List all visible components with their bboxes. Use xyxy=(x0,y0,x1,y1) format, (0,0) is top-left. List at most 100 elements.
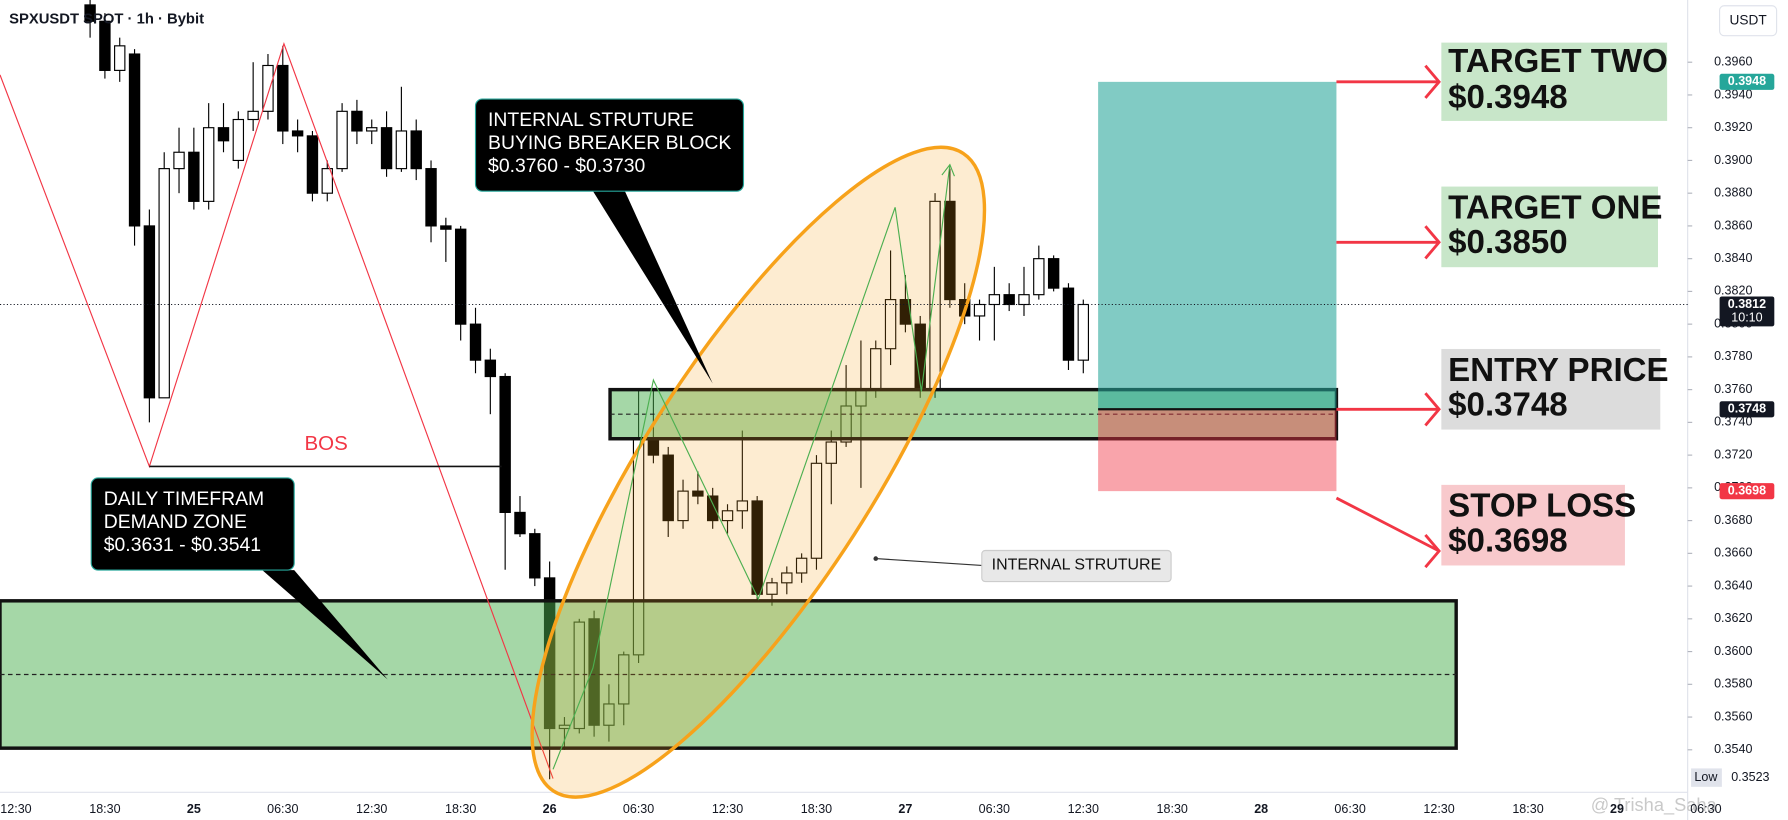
candle-body xyxy=(188,151,200,202)
x-tick-label: 12:30 xyxy=(0,802,31,816)
x-tick-label: 12:30 xyxy=(356,802,387,816)
x-tick-label: 26 xyxy=(543,802,557,816)
y-tick-label: 0.3760 xyxy=(1714,382,1752,396)
y-tick-label: 0.3820 xyxy=(1714,284,1752,298)
trade-label-price: $0.3748 xyxy=(1448,386,1567,423)
candle-body xyxy=(1003,294,1015,306)
profit-area xyxy=(1098,81,1337,410)
structure-line xyxy=(552,164,951,770)
candle-body xyxy=(351,110,363,132)
y-tick-label: 0.3860 xyxy=(1714,218,1752,232)
candle-body xyxy=(766,582,778,595)
arrow-head xyxy=(941,163,955,177)
y-tick-label: 0.3540 xyxy=(1714,742,1752,756)
x-tick-label: 06:30 xyxy=(267,802,298,816)
trade-label-box xyxy=(1441,348,1661,430)
trade-label-title: ENTRY PRICE xyxy=(1448,352,1668,389)
callout-text: DEMAND ZONE xyxy=(104,511,247,533)
loss-area xyxy=(1098,409,1337,492)
candle-body xyxy=(884,299,897,350)
candle-body xyxy=(84,4,96,22)
candle-body xyxy=(217,127,230,142)
candle-body xyxy=(721,510,734,522)
candle-body xyxy=(514,511,526,535)
candle-body xyxy=(484,359,497,378)
arrow-head xyxy=(1424,533,1441,569)
x-tick-label: 27 xyxy=(898,802,912,816)
price-marker xyxy=(1719,483,1775,500)
currency-label[interactable]: USDT xyxy=(1729,12,1767,27)
price-marker-label: 0.3748 xyxy=(1728,402,1766,416)
x-tick-label: 29 xyxy=(1610,802,1624,816)
candle-body xyxy=(706,495,719,522)
x-tick-label: 06:30 xyxy=(623,802,654,816)
callout-box xyxy=(90,477,295,571)
x-tick-label: 18:30 xyxy=(801,802,832,816)
candle-body xyxy=(143,225,156,399)
y-tick-label: 0.3560 xyxy=(1714,709,1752,723)
candle-body xyxy=(262,64,274,112)
bos-label: BOS xyxy=(304,432,347,455)
candle-body xyxy=(1033,258,1045,296)
candle-body xyxy=(395,130,408,170)
candle-body xyxy=(529,533,541,579)
trade-label-price: $0.3948 xyxy=(1448,79,1567,116)
price-marker xyxy=(1719,401,1775,418)
label-box xyxy=(981,549,1172,583)
candle-body xyxy=(425,168,437,227)
candle-body xyxy=(440,225,452,230)
candle-body xyxy=(677,490,689,522)
candle-body xyxy=(751,500,763,595)
trade-label-box xyxy=(1441,186,1659,268)
candle-body xyxy=(277,64,289,132)
currency-button[interactable] xyxy=(1719,5,1778,37)
candle-body xyxy=(366,127,378,132)
candle-body xyxy=(336,110,348,170)
watermark: @ Trisha_Saha xyxy=(1591,794,1718,816)
y-tick-label: 0.3620 xyxy=(1714,611,1752,625)
candle-body xyxy=(662,454,674,522)
label-anchor xyxy=(873,556,879,561)
candle-body xyxy=(944,200,956,301)
low-box xyxy=(1691,768,1722,787)
candle-body xyxy=(380,127,393,170)
x-tick-label: 06:30 xyxy=(1690,802,1721,816)
x-tick-label: 25 xyxy=(187,802,201,816)
y-tick-label: 0.3660 xyxy=(1714,546,1752,560)
price-axis: 0.3540 0.3560 0.3580 0.3600 0.3620 0.3640 0.36… xyxy=(1687,55,1752,756)
y-tick-label: 0.3720 xyxy=(1714,447,1752,461)
low-label: Low xyxy=(1694,770,1718,784)
callout-text: $0.3760 - $0.3730 xyxy=(488,155,645,177)
y-tick-label: 0.3960 xyxy=(1714,55,1752,69)
callout-text: DAILY TIMEFRAM xyxy=(104,488,264,510)
price-marker-label: 0.3812 xyxy=(1728,297,1766,311)
label-connector xyxy=(875,557,982,567)
candle-body xyxy=(469,323,482,361)
y-tick-label: 0.3600 xyxy=(1714,644,1752,658)
price-marker xyxy=(1719,296,1775,327)
zones xyxy=(0,387,1458,750)
candle-body xyxy=(410,130,422,170)
highlight-ellipse xyxy=(530,145,987,799)
x-tick-label: 06:30 xyxy=(1334,802,1365,816)
x-tick-label: 18:30 xyxy=(89,802,120,816)
trade-label-title: TARGET ONE xyxy=(1448,189,1662,226)
x-tick-label: 18:30 xyxy=(445,802,476,816)
zigzag-line xyxy=(0,42,554,779)
candle-body xyxy=(1047,258,1060,289)
candle-body xyxy=(454,228,467,325)
y-tick-label: 0.3920 xyxy=(1714,120,1752,134)
candle-body xyxy=(247,110,259,121)
arrow-head xyxy=(1424,392,1441,427)
callout-text: $0.3631 - $0.3541 xyxy=(104,534,261,556)
candle-body xyxy=(988,294,1001,306)
candle-body xyxy=(321,168,333,194)
candle-body xyxy=(114,45,126,71)
symbol-title: SPXUSDT SPOT · 1h · Bybit xyxy=(9,11,204,27)
trade-label-price: $0.3698 xyxy=(1448,522,1567,559)
trade-label-title: STOP LOSS xyxy=(1448,488,1636,525)
y-tick-label: 0.3580 xyxy=(1714,677,1752,691)
candle-body xyxy=(232,118,245,162)
price-marker-label: 0.3698 xyxy=(1728,483,1766,497)
price-marker xyxy=(1719,73,1775,90)
